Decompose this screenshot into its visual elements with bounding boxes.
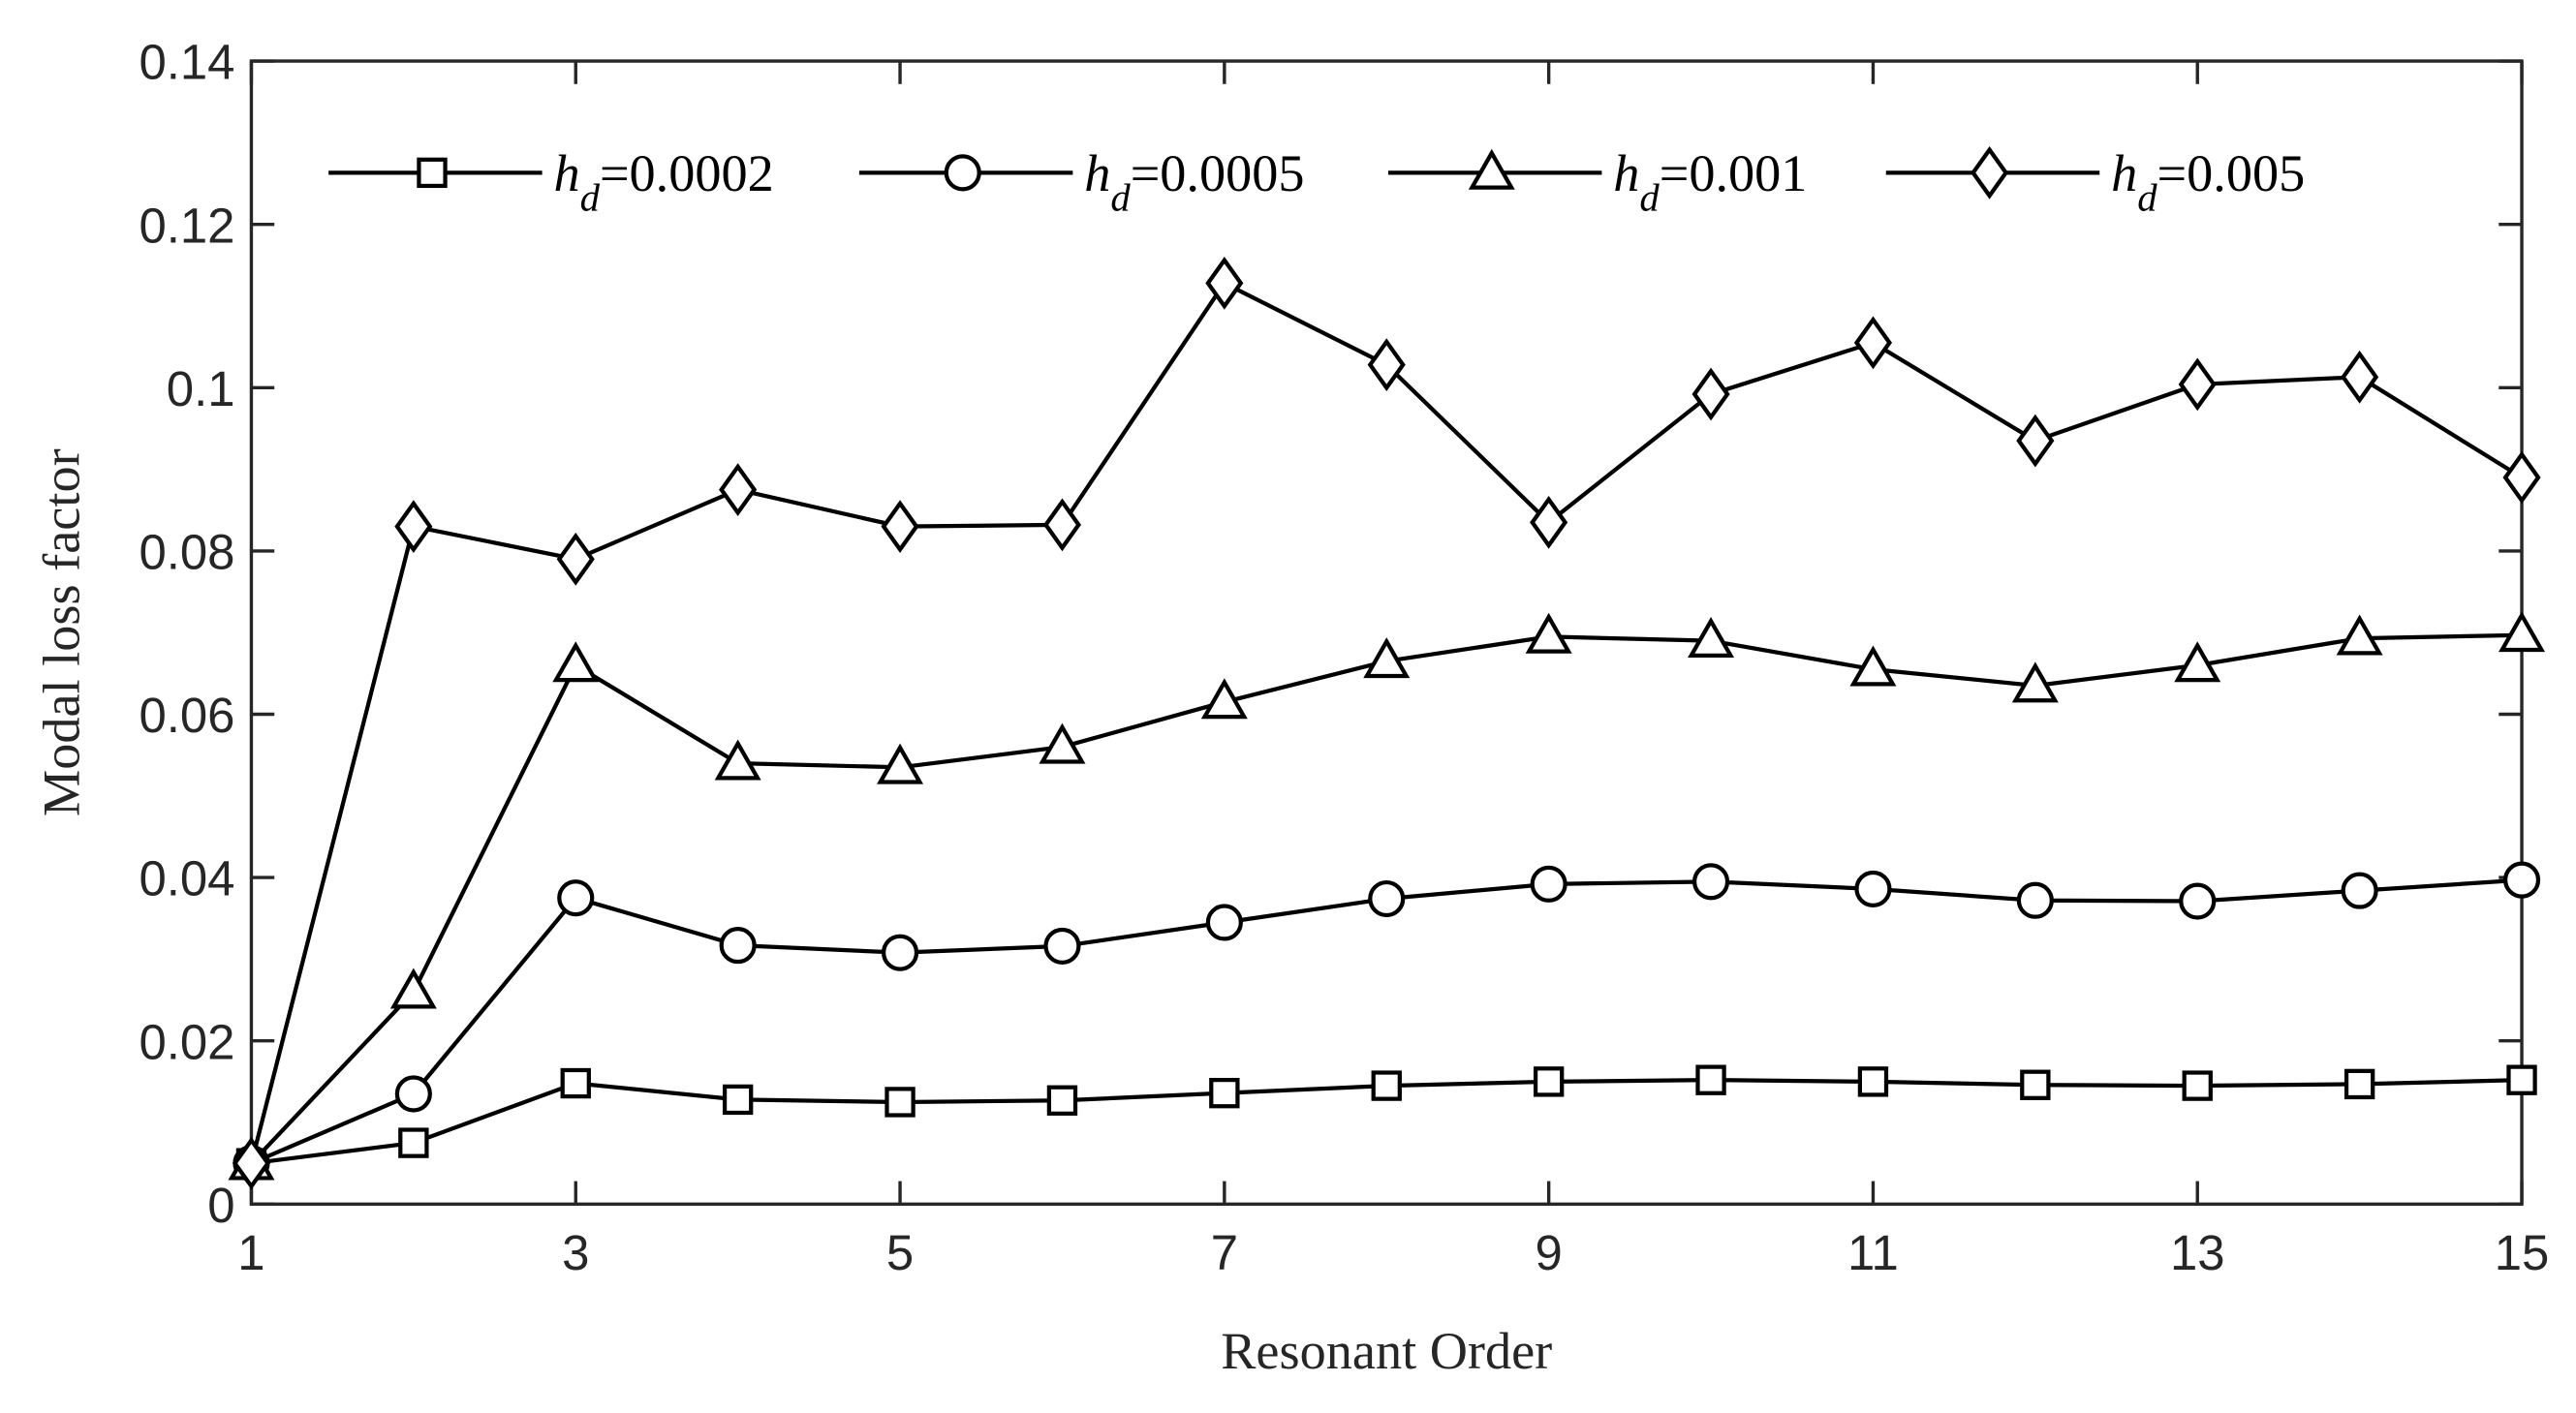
marker [1691,367,1730,421]
marker [1857,1066,1889,1097]
marker [1046,1085,1078,1116]
y-tick-label: 0.06 [139,688,234,743]
marker [2178,357,2217,412]
x-axis-label: Resonant Order [1221,1322,1552,1380]
y-tick-label: 0.08 [139,525,234,580]
marker [2179,882,2217,920]
marker [1691,863,1730,901]
legend-label: hd=0.005 [2111,144,2305,219]
marker [2343,1068,2375,1100]
marker [1205,256,1244,310]
marker [722,1084,754,1116]
marker [232,1136,271,1190]
marker [2182,1070,2213,1101]
marker [2020,1069,2051,1100]
marker [1853,316,1893,370]
marker [557,879,595,917]
marker [552,641,600,683]
x-tick-label: 9 [1535,1225,1562,1280]
marker [1533,1066,1565,1097]
marker [1200,678,1248,720]
y-tick-label: 0.02 [139,1014,234,1069]
series-line [250,877,2523,1166]
marker [1854,870,1892,907]
plot-frame [249,59,2524,1207]
y-tick-label: 0.1 [167,361,235,416]
marker [719,927,757,965]
marker [1971,145,2009,200]
marker [2011,661,2059,703]
x-tick-label: 13 [2170,1225,2225,1280]
marker [1042,498,1082,552]
marker [556,532,595,586]
y-tick-label: 0 [207,1178,234,1233]
marker [1530,495,1568,549]
series-line [249,280,2524,1164]
marker [560,1067,591,1099]
marker [885,1087,916,1118]
legend-label: hd=0.001 [1613,144,1807,219]
marker [1367,338,1406,392]
y-tick-label: 0.14 [139,35,234,90]
marker [2502,450,2541,505]
marker [2506,1064,2537,1095]
marker [2016,881,2054,919]
x-tick-label: 15 [2495,1225,2550,1280]
marker [1043,927,1081,965]
marker [389,968,437,1009]
marker [1468,148,1515,190]
marker [1371,1070,1402,1101]
marker [2016,414,2055,468]
marker [394,500,433,553]
y-tick-label: 0.04 [139,851,234,906]
x-tick-label: 1 [237,1225,264,1280]
marker [398,1127,429,1158]
x-tick-label: 7 [1211,1225,1238,1280]
legend-label: hd=0.0002 [553,144,773,219]
marker [2336,614,2383,656]
marker [2174,641,2221,683]
marker [1530,865,1567,903]
marker [881,934,919,971]
marker [1209,1077,1240,1109]
marker [1525,612,1572,654]
marker [417,157,448,189]
marker [2498,611,2546,653]
marker [1039,722,1086,764]
x-tick-label: 5 [886,1225,914,1280]
marker [877,743,924,784]
marker [719,463,758,517]
marker [944,154,981,192]
y-axis-label: Modal loss factor [32,448,90,816]
marker [714,739,761,781]
x-tick-label: 3 [562,1225,589,1280]
marker [2502,861,2541,899]
marker [881,500,919,553]
x-tick-label: 11 [1847,1225,1899,1280]
marker [1695,1064,1726,1095]
marker [1368,879,1406,918]
marker [1363,637,1411,679]
marker [1205,904,1243,941]
marker [2341,350,2379,404]
marker [2341,872,2378,909]
legend-label: hd=0.0005 [1084,144,1304,219]
marker [394,1075,432,1113]
y-tick-label: 0.12 [139,198,234,253]
marker [1849,645,1897,687]
marker [1688,616,1735,659]
